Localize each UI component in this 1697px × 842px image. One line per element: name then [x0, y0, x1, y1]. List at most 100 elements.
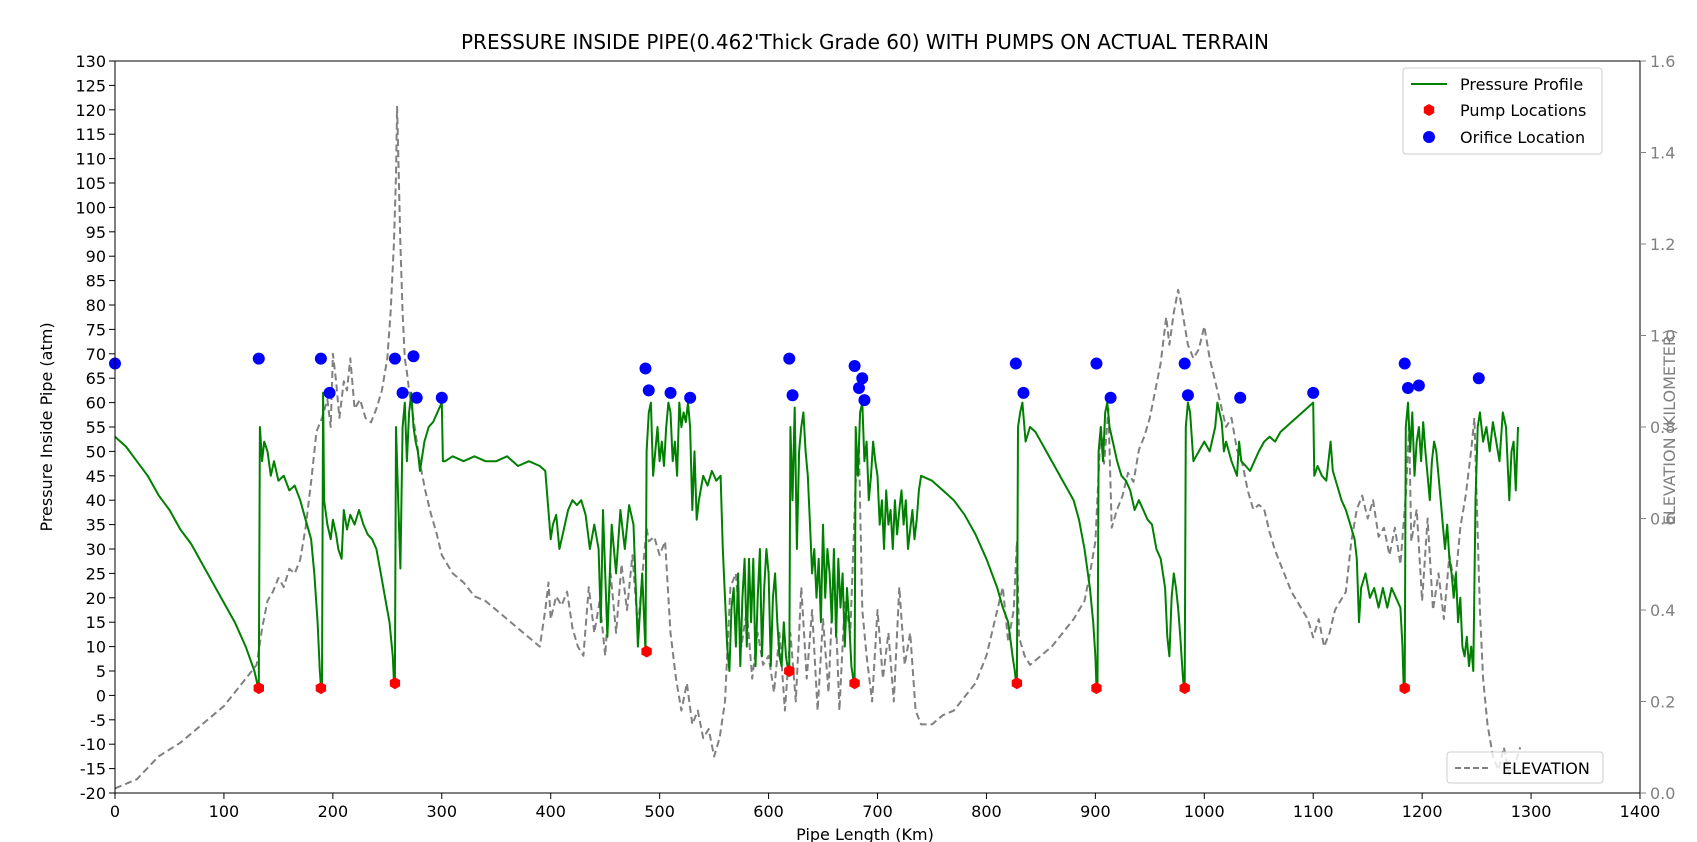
- orifice-marker: [1017, 386, 1030, 399]
- x-tick-label: 700: [862, 802, 893, 821]
- y-tick-label: 125: [75, 76, 106, 95]
- y-tick-label: 45: [86, 467, 106, 486]
- orifice-marker: [642, 384, 655, 397]
- pump-marker: [1011, 677, 1023, 690]
- orifice-marker: [684, 391, 697, 404]
- x-tick-label: 1200: [1402, 802, 1443, 821]
- y-axis-right: 0.0 0.2 0.4 0.6 0.8 1.0 1.2 1.4 1.6: [1640, 52, 1675, 803]
- y2-axis-label: ELEVATION (KILOMETER): [1660, 329, 1679, 525]
- legend-orifice-swatch: [1423, 131, 1435, 143]
- pump-marker: [1091, 682, 1102, 695]
- y2-tick-label: 1.6: [1650, 52, 1675, 71]
- y-tick-label: 25: [86, 564, 106, 583]
- orifice-marker: [856, 372, 869, 385]
- y-tick-label: 35: [86, 516, 106, 535]
- orifice-marker: [388, 352, 401, 365]
- y-axis-left: -20 -15 -10 -5 0 5 10 15 20 25 30 35 40 45 50 55 60 65 70 7…: [75, 52, 115, 803]
- orifice-marker: [435, 391, 448, 404]
- orifice-marker: [786, 389, 799, 402]
- x-tick-label: 1100: [1293, 802, 1334, 821]
- x-tick-label: 600: [753, 802, 784, 821]
- pressure-series-line: [114, 391, 1519, 687]
- marker-layer: [109, 350, 1485, 695]
- y-tick-label: 60: [86, 394, 106, 413]
- pump-marker: [315, 682, 327, 695]
- x-tick-label: 800: [971, 802, 1002, 821]
- y-tick-label: 10: [86, 638, 106, 657]
- orifice-marker: [407, 350, 420, 363]
- y-tick-label: -10: [80, 735, 106, 754]
- orifice-marker: [1307, 386, 1320, 399]
- legend-pump-label: Pump Locations: [1460, 101, 1586, 120]
- y-tick-label: 70: [86, 345, 106, 364]
- legend-orifice-label: Orifice Location: [1460, 128, 1585, 147]
- orifice-marker: [252, 352, 265, 365]
- y2-tick-label: 0.0: [1650, 784, 1675, 803]
- orifice-marker: [1472, 372, 1485, 385]
- y2-tick-label: 1.4: [1650, 144, 1675, 163]
- orifice-marker: [1178, 357, 1191, 370]
- pump-marker: [1179, 682, 1190, 695]
- y-tick-label: 90: [86, 247, 106, 266]
- y-tick-label: 120: [75, 101, 106, 120]
- orifice-marker: [1398, 357, 1411, 370]
- orifice-marker: [1401, 381, 1414, 394]
- y2-tick-label: 1.2: [1650, 235, 1675, 254]
- orifice-marker: [1412, 379, 1425, 392]
- legend-upper-frame: [1402, 67, 1603, 155]
- orifice-marker: [852, 381, 865, 394]
- y2-tick-label: 0.8: [1650, 418, 1675, 437]
- pump-marker: [849, 677, 860, 690]
- x-tick-label: 1300: [1511, 802, 1552, 821]
- y2-tick-label: 0.2: [1650, 693, 1675, 712]
- legend-elevation-label: ELEVATION: [1502, 759, 1590, 778]
- y-tick-label: 0: [96, 686, 106, 705]
- y-tick-label: 20: [86, 589, 106, 608]
- x-tick-label: 1400: [1620, 802, 1661, 821]
- pump-marker: [389, 677, 401, 690]
- y-tick-label: 115: [75, 125, 106, 144]
- x-tick-label: 0: [110, 802, 120, 821]
- orifice-marker: [314, 352, 327, 365]
- orifice-marker: [639, 362, 652, 375]
- y-tick-label: 105: [75, 174, 106, 193]
- y-tick-label: 5: [96, 662, 106, 681]
- orifice-marker: [664, 386, 677, 399]
- pump-marker: [1399, 682, 1410, 695]
- x-tick-label: 100: [209, 802, 240, 821]
- y-tick-label: -5: [90, 711, 106, 730]
- orifice-marker: [1181, 389, 1194, 402]
- x-axis-label: Pipe Length (Km): [796, 825, 934, 842]
- orifice-marker: [410, 391, 423, 404]
- y-tick-label: -15: [80, 760, 106, 779]
- y-tick-label: 95: [86, 223, 106, 242]
- y-tick-label: 65: [86, 369, 106, 388]
- orifice-marker: [858, 394, 871, 407]
- orifice-marker: [323, 386, 336, 399]
- legend-lower-frame: [1446, 751, 1604, 784]
- y-tick-label: -20: [80, 784, 106, 803]
- legend-pressure-label: Pressure Profile: [1460, 75, 1583, 94]
- pump-marker: [253, 682, 264, 695]
- orifice-marker: [1104, 391, 1117, 404]
- orifice-marker: [396, 386, 409, 399]
- y2-tick-label: 1.0: [1650, 327, 1675, 346]
- x-tick-label: 500: [644, 802, 675, 821]
- y-tick-label: 130: [75, 52, 106, 71]
- y-tick-label: 30: [86, 540, 106, 559]
- orifice-marker: [1009, 357, 1022, 370]
- orifice-marker: [848, 360, 861, 372]
- y-tick-label: 55: [86, 418, 106, 437]
- orifice-marker: [1090, 357, 1103, 370]
- x-tick-label: 400: [535, 802, 566, 821]
- series-layer: [114, 105, 1522, 790]
- x-axis: 0 100 200 300 400 500 600 700 800 900 1000 1100 1200…: [110, 793, 1660, 821]
- y-tick-label: 100: [75, 198, 106, 217]
- y-tick-label: 50: [86, 442, 106, 461]
- pump-marker: [784, 665, 795, 677]
- y-tick-label: 40: [86, 491, 106, 510]
- x-tick-label: 300: [427, 802, 458, 821]
- y-tick-label: 110: [75, 150, 106, 169]
